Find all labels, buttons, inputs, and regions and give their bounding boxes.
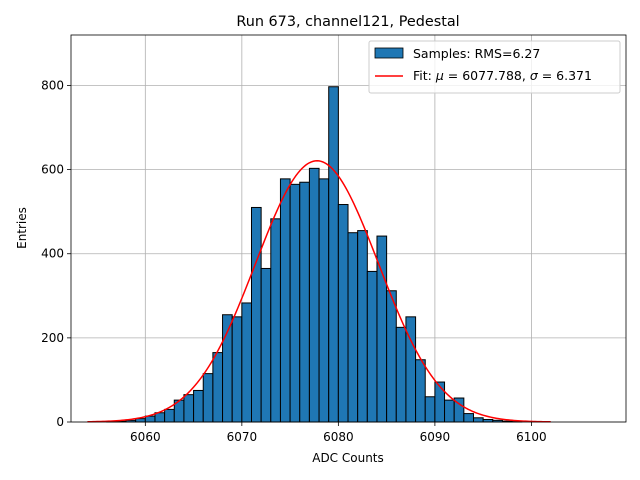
gaussian-fit-curve	[87, 160, 551, 423]
histogram-bar	[241, 302, 252, 423]
x-tick-label: 6080	[323, 430, 354, 444]
x-tick-label: 6090	[420, 430, 451, 444]
histogram-bar	[347, 232, 359, 423]
x-axis-ticks: 6060 6070 6080 6090 6100	[130, 422, 547, 444]
histogram-bar	[424, 396, 436, 423]
histogram-bar	[415, 359, 426, 423]
histogram-bar	[193, 389, 204, 423]
histogram-bar	[279, 178, 291, 423]
histogram-bar	[308, 167, 320, 423]
histogram-bar	[212, 352, 224, 423]
histogram-bar	[164, 408, 175, 423]
histogram-bar	[289, 183, 301, 423]
x-tick-label: 6100	[516, 430, 547, 444]
histogram-bar	[318, 178, 330, 423]
histogram-bar	[472, 417, 484, 423]
histogram-bar	[366, 270, 378, 423]
histogram-bar	[434, 381, 446, 423]
histogram-bar	[299, 181, 310, 423]
y-tick-label: 200	[41, 331, 64, 345]
y-tick-label: 600	[41, 163, 64, 177]
x-tick-label: 6070	[227, 430, 258, 444]
histogram-bar	[386, 290, 397, 423]
legend-samples-swatch	[374, 47, 404, 59]
histogram-bar	[183, 394, 195, 423]
histogram-bar	[357, 230, 368, 423]
x-tick-label: 6060	[130, 430, 161, 444]
legend: Samples: RMS=6.27 Fit: μ = 6077.788, σ =…	[368, 40, 621, 94]
legend-fit-sigma-value: = 6.371	[538, 68, 592, 83]
y-tick-label: 800	[41, 78, 64, 92]
legend-fit-mu-value: = 6077.788,	[444, 68, 530, 83]
histogram-bars	[106, 86, 523, 423]
plot-frame	[70, 34, 627, 423]
histogram-bar	[395, 326, 407, 423]
legend-fit-sigma-symbol: σ	[530, 68, 539, 83]
histogram-bar	[231, 316, 243, 423]
legend-fit-prefix: Fit:	[413, 68, 436, 83]
histogram-bar	[202, 373, 214, 423]
legend-samples-label: Samples: RMS=6.27	[413, 46, 540, 61]
x-axis-label: ADC Counts	[312, 451, 384, 465]
y-axis-ticks: 0 200 400 600 800	[41, 78, 71, 429]
histogram-bar	[328, 86, 339, 423]
y-tick-label: 400	[41, 247, 64, 261]
histogram-bar	[270, 218, 281, 423]
legend-box	[368, 40, 621, 94]
y-tick-label: 0	[56, 415, 64, 429]
legend-fit-label: Fit: μ = 6077.788, σ = 6.371	[413, 68, 592, 83]
histogram-bar	[444, 399, 455, 423]
histogram-bar	[250, 206, 262, 423]
histogram-bar	[337, 204, 349, 423]
histogram-bar	[463, 413, 474, 423]
chart-title: Run 673, channel121, Pedestal	[236, 14, 459, 30]
legend-fit-mu-symbol: μ	[435, 68, 444, 83]
histogram-bar	[260, 267, 272, 423]
y-axis-label: Entries	[15, 207, 29, 249]
